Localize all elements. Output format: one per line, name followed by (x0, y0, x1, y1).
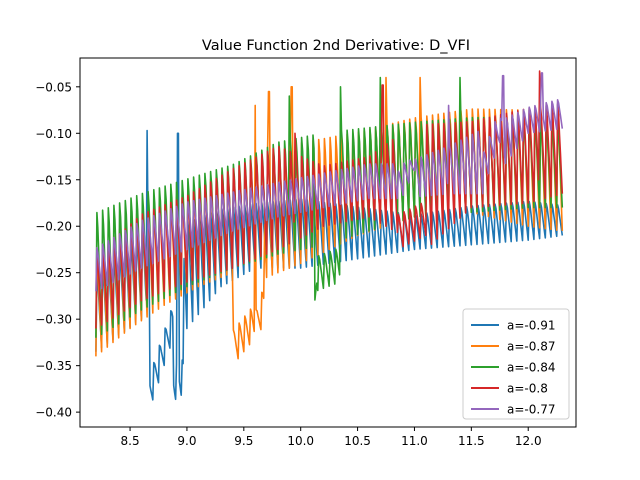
x-tick-label: 10.0 (287, 434, 314, 448)
x-tick-label: 11.5 (458, 434, 485, 448)
x-axis: 8.5 9.0 9.5 10.0 10.5 11.0 11.5 12.0 (121, 427, 542, 448)
y-tick-label: −0.10 (35, 127, 72, 141)
legend-box (462, 308, 570, 420)
legend-label-4: a=-0.77 (507, 403, 555, 417)
y-axis: −0.40 −0.35 −0.30 −0.25 −0.20 −0.15 −0.10 −0.05 (35, 80, 80, 420)
y-tick-label: −0.15 (35, 173, 72, 187)
legend-label-2: a=-0.84 (507, 361, 555, 375)
chart-title: Value Function 2nd Derivative: D_VFI (202, 38, 470, 54)
x-tick-label: 8.5 (121, 434, 140, 448)
plot-frame (79, 57, 577, 428)
legend-label-3: a=-0.8 (507, 382, 548, 396)
y-tick-label: −0.30 (35, 313, 72, 327)
x-tick-label: 11.0 (401, 434, 428, 448)
series-line-3 (95, 70, 564, 329)
x-tick-label: 10.5 (344, 434, 371, 448)
y-tick-label: −0.25 (35, 266, 72, 280)
y-tick-label: −0.35 (35, 359, 72, 373)
y-tick-label: −0.05 (35, 80, 72, 94)
legend: a=-0.91 a=-0.87 a=-0.84 a=-0.8 a=-0.77 (462, 308, 570, 420)
x-tick-label: 9.5 (234, 434, 253, 448)
y-tick-label: −0.20 (35, 220, 72, 234)
legend-label-1: a=-0.87 (507, 340, 555, 354)
legend-label-0: a=-0.91 (507, 319, 555, 333)
series-layer (95, 70, 564, 401)
series-line-4 (95, 72, 564, 292)
y-tick-label: −0.40 (35, 406, 72, 420)
x-tick-label: 9.0 (177, 434, 196, 448)
x-tick-label: 12.0 (515, 434, 542, 448)
